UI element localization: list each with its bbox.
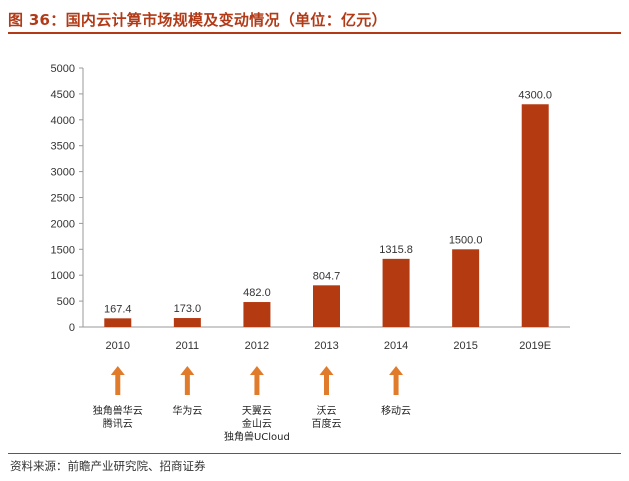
up-arrow-icon <box>254 374 260 395</box>
y-tick-label: 2000 <box>51 218 75 230</box>
figure-header: 图 36：国内云计算市场规模及变动情况（单位：亿元） <box>8 6 621 32</box>
y-tick-label: 1000 <box>51 270 75 282</box>
up-arrow-head-icon <box>249 366 264 375</box>
source-note: 资料来源：前瞻产业研究院、招商证券 <box>10 459 206 473</box>
annotation-label: 独角兽华云 <box>93 404 143 417</box>
x-tick-label: 2014 <box>384 340 408 352</box>
figure-title: 图 36：国内云计算市场规模及变动情况（单位：亿元） <box>8 10 387 29</box>
up-arrow-head-icon <box>319 366 334 375</box>
data-label: 804.7 <box>313 270 341 282</box>
data-label: 1315.8 <box>379 244 413 256</box>
y-tick-label: 4500 <box>51 89 75 101</box>
up-arrow-head-icon <box>180 366 195 375</box>
up-arrow-head-icon <box>110 366 125 375</box>
annotation-label: 金山云 <box>242 417 272 430</box>
annotation-label: 移动云 <box>381 404 411 417</box>
annotation-label: 华为云 <box>172 404 202 417</box>
annotation-label: 天翼云 <box>242 405 272 417</box>
data-label: 1500.0 <box>449 234 483 246</box>
annotation-label: 独角兽UCloud <box>224 430 290 443</box>
up-arrow-icon <box>324 374 329 395</box>
data-label: 4300.0 <box>518 89 552 101</box>
y-tick-label: 5000 <box>51 63 75 75</box>
data-label: 173.0 <box>174 303 202 315</box>
up-arrow-head-icon <box>389 366 404 375</box>
x-tick-label: 2011 <box>176 340 200 352</box>
y-tick-label: 0 <box>69 322 75 334</box>
up-arrow-icon <box>184 374 190 395</box>
x-tick-label: 2019E <box>519 340 551 352</box>
data-label: 482.0 <box>243 287 271 299</box>
x-tick-label: 2012 <box>245 340 269 352</box>
x-tick-label: 2013 <box>314 340 338 352</box>
bar <box>173 318 201 327</box>
data-label: 167.4 <box>104 303 132 315</box>
annotation-label: 沃云 <box>317 405 337 417</box>
y-tick-label: 3500 <box>51 141 75 153</box>
bar <box>382 258 410 327</box>
bar <box>313 285 340 327</box>
bar <box>243 302 271 327</box>
y-tick-label: 2500 <box>51 193 75 205</box>
y-tick-label: 500 <box>57 296 75 308</box>
y-tick-label: 1500 <box>51 244 75 256</box>
bar <box>452 249 480 327</box>
up-arrow-icon <box>115 374 121 395</box>
bar <box>521 104 549 327</box>
header-rule <box>8 32 621 34</box>
y-tick-label: 4000 <box>51 115 75 127</box>
x-tick-label: 2015 <box>453 340 477 352</box>
up-arrow-icon <box>393 374 399 395</box>
y-tick-label: 3000 <box>51 167 75 179</box>
bar <box>104 318 132 327</box>
x-tick-label: 2010 <box>106 340 130 352</box>
footer-rule <box>8 453 621 454</box>
annotation-label: 百度云 <box>312 417 342 430</box>
annotation-label: 腾讯云 <box>103 417 133 430</box>
